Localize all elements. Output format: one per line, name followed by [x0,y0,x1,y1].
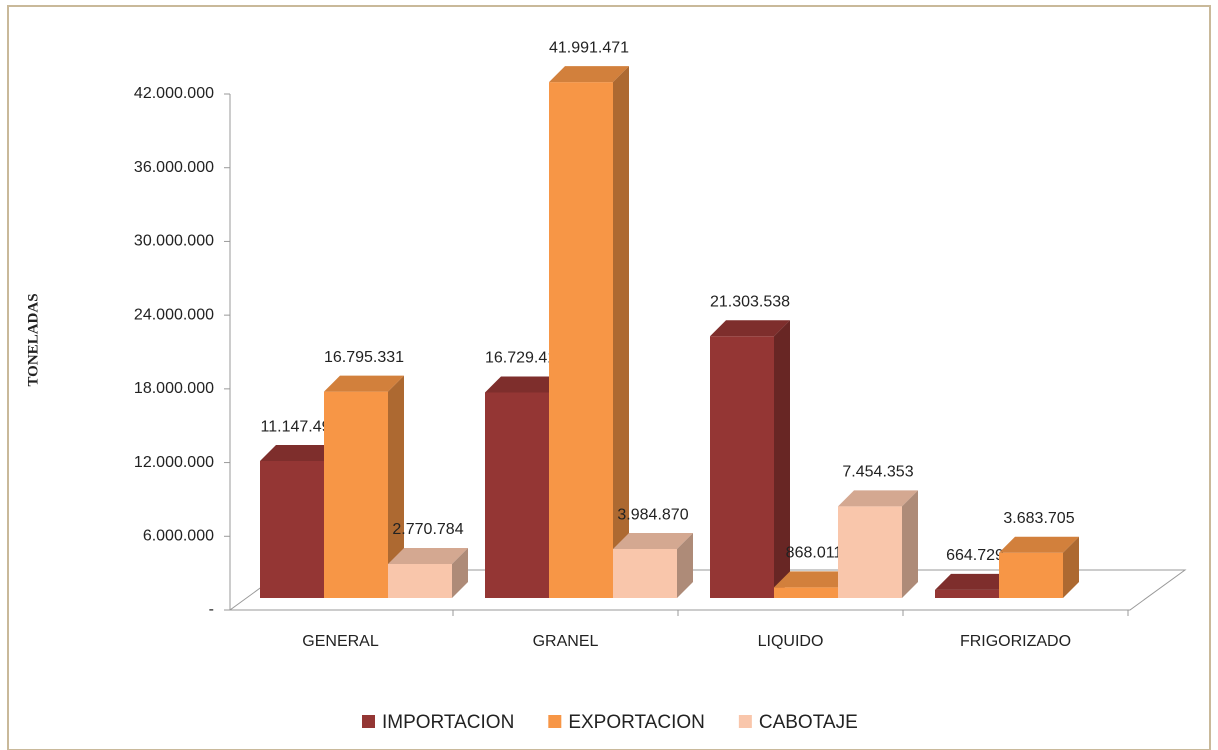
bar-front [999,552,1063,598]
bar-front [324,391,388,598]
bar-front [485,392,549,598]
bar [388,547,468,598]
bar-front [260,461,324,598]
x-tick-label: FRIGORIZADO [960,633,1071,650]
bar-front [710,336,774,598]
bar-front [613,549,677,598]
legend-label: IMPORTACION [382,712,514,733]
bar-top [388,547,468,564]
bar-side [613,66,629,598]
legend-swatch [738,715,752,728]
bar-side [902,490,918,598]
value-label: 16.729.410 [485,350,565,367]
bar-top [710,320,790,337]
bar-top [485,376,565,393]
y-tick-label: - [209,601,214,618]
bar-side [677,533,693,598]
value-label: 3.683.705 [1003,510,1074,527]
bar-front [549,82,613,598]
value-label: 41.991.471 [549,39,629,56]
value-label: 868.011 [786,545,843,562]
bar-top [613,533,693,550]
bar [549,66,629,598]
value-label: 3.984.870 [617,506,688,523]
bar-side [452,547,468,598]
legend-swatch [362,715,375,728]
legend-swatch [548,715,562,728]
bar [324,375,404,598]
bar-top [935,573,1015,590]
bar-top [549,66,629,83]
bar-side [388,375,404,598]
bar-top [774,571,854,588]
y-tick-label: 42.000.000 [134,85,214,102]
value-label: 2.770.784 [392,521,463,538]
legend-label: EXPORTACION [568,712,705,733]
bar-top [838,490,918,507]
bar-top [260,445,340,462]
legend-label: CABOTAJE [759,712,858,733]
bar-side [774,320,790,598]
x-tick-label: LIQUIDO [758,633,824,650]
bar-front [388,563,452,598]
y-tick-label: 6.000.000 [143,528,214,545]
y-tick-label: 24.000.000 [134,306,214,323]
bar-front [935,589,999,598]
x-tick-label: GENERAL [302,633,379,650]
value-label: 664.729 [946,547,1004,564]
x-tick-label: GRANEL [533,633,599,650]
bar-top [999,536,1079,553]
y-tick-label: 18.000.000 [134,380,214,397]
y-axis-label: TONELADAS [25,293,41,386]
bar-front [838,506,902,598]
value-label: 21.303.538 [710,293,790,310]
bar-front [774,587,838,598]
value-label: 7.454.353 [842,464,913,481]
bar-side [1063,536,1079,598]
bar [999,536,1079,598]
bar [613,533,693,598]
y-tick-label: 12.000.000 [134,454,214,471]
bar-top [324,375,404,392]
value-label: 11.147.490 [261,418,340,435]
bar [838,490,918,598]
value-label: 16.795.331 [324,349,404,366]
y-tick-label: 30.000.000 [134,233,214,250]
y-tick-label: 36.000.000 [134,159,214,176]
bar [710,320,790,598]
